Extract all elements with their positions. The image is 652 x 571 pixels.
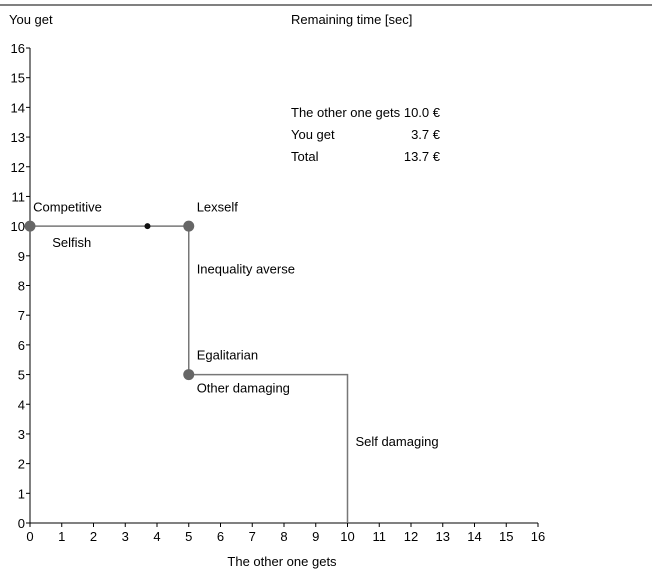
annotation-label: Selfish <box>52 235 91 250</box>
x-tick-label: 16 <box>531 529 545 544</box>
y-tick-label: 5 <box>18 368 25 383</box>
y-tick-label: 9 <box>18 249 25 264</box>
annotation-label: Egalitarian <box>197 348 258 363</box>
x-tick-label: 6 <box>217 529 224 544</box>
x-tick-label: 10 <box>340 529 354 544</box>
y-tick-label: 16 <box>11 41 25 56</box>
y-tick-label: 10 <box>11 219 25 234</box>
strategy-point <box>183 369 195 381</box>
strategy-point <box>183 220 195 232</box>
y-tick-label: 0 <box>18 516 25 531</box>
x-tick-label: 3 <box>122 529 129 544</box>
remaining-time-label: Remaining time [sec] <box>291 12 412 27</box>
x-tick-label: 8 <box>280 529 287 544</box>
y-tick-label: 2 <box>18 457 25 472</box>
info-value-other: 10.0 € <box>404 105 441 120</box>
annotation-label: Lexself <box>197 199 239 214</box>
info-label-total: Total <box>291 149 319 164</box>
annotation-label: Inequality averse <box>197 262 295 277</box>
x-tick-label: 14 <box>467 529 481 544</box>
selected-point <box>144 223 151 230</box>
y-tick-label: 13 <box>11 130 25 145</box>
info-value-you: 3.7 € <box>411 127 441 142</box>
x-tick-label: 7 <box>249 529 256 544</box>
y-tick-label: 7 <box>18 308 25 323</box>
y-tick-label: 14 <box>11 100 25 115</box>
info-value-total: 13.7 € <box>404 149 441 164</box>
x-tick-label: 11 <box>373 529 387 544</box>
x-tick-label: 13 <box>436 529 450 544</box>
x-tick-label: 15 <box>499 529 513 544</box>
y-tick-label: 4 <box>18 397 25 412</box>
y-axis-title: You get <box>9 12 53 27</box>
info-label-you: You get <box>291 127 335 142</box>
y-tick-label: 3 <box>18 427 25 442</box>
x-tick-label: 5 <box>185 529 192 544</box>
y-tick-label: 6 <box>18 338 25 353</box>
info-panel: The other one gets 10.0 € You get 3.7 € … <box>291 105 441 164</box>
annotation-label: Self damaging <box>355 434 438 449</box>
annotations: Competitive Selfish Lexself Inequality aver… <box>33 199 438 449</box>
x-tick-label: 4 <box>153 529 160 544</box>
annotation-label: Competitive <box>33 199 102 214</box>
y-tick-label: 12 <box>11 160 25 175</box>
annotation-label: Other damaging <box>197 380 290 395</box>
axes: 0 1 2 3 4 5 6 7 8 9 10 11 12 13 14 15 160123456789101112… <box>11 41 546 544</box>
series <box>24 220 349 523</box>
y-tick-label: 11 <box>12 189 26 204</box>
x-tick-label: 1 <box>58 529 65 544</box>
x-tick-label: 12 <box>404 529 418 544</box>
x-axis-title: The other one gets <box>227 554 337 569</box>
x-tick-label: 0 <box>26 529 33 544</box>
info-label-other: The other one gets <box>291 105 401 120</box>
y-tick-label: 1 <box>18 486 25 501</box>
strategy-point <box>24 220 36 232</box>
y-tick-label: 8 <box>18 279 25 294</box>
x-tick-label: 2 <box>90 529 97 544</box>
x-tick-label: 9 <box>312 529 319 544</box>
y-tick-label: 15 <box>11 71 25 86</box>
